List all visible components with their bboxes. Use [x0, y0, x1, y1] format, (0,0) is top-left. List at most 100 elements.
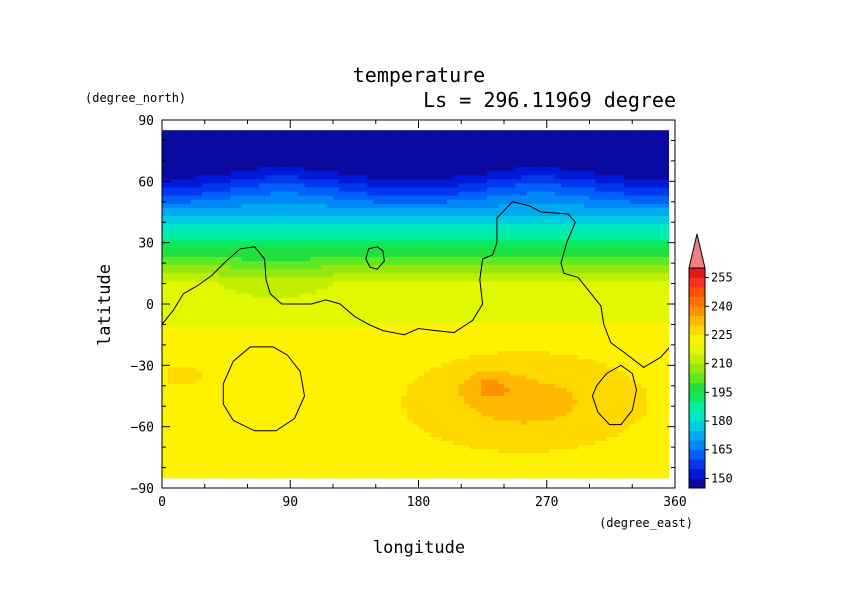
field-cell	[635, 252, 642, 258]
field-cell	[492, 171, 499, 176]
field-cell	[629, 265, 636, 270]
field-cell	[190, 281, 197, 287]
field-cell	[526, 187, 534, 193]
field-cell	[549, 203, 556, 209]
field-cell	[213, 162, 220, 168]
field-cell	[281, 134, 288, 140]
field-cell	[504, 228, 511, 234]
field-cell	[435, 322, 442, 328]
field-cell	[219, 314, 226, 319]
field-cell	[344, 228, 351, 234]
field-cell	[207, 293, 214, 299]
field-cell	[219, 195, 226, 201]
field-cell	[270, 261, 277, 266]
field-cell	[287, 154, 294, 160]
field-cell	[526, 191, 534, 197]
field-cell	[264, 289, 271, 295]
field-cell	[253, 322, 260, 328]
field-cell	[338, 236, 345, 242]
field-cell	[469, 158, 477, 164]
field-cell	[201, 322, 209, 328]
field-cell	[407, 162, 414, 168]
field-cell	[532, 297, 539, 303]
field-cell	[401, 281, 408, 287]
field-cell	[538, 281, 545, 287]
field-cell	[555, 228, 562, 234]
field-cell	[646, 150, 653, 156]
field-cell	[298, 236, 306, 242]
field-cell	[270, 289, 277, 295]
field-cell	[526, 183, 534, 189]
field-cell	[298, 289, 306, 295]
field-cell	[572, 138, 579, 144]
field-cell	[207, 138, 214, 144]
field-cell	[179, 322, 186, 328]
field-cell	[606, 175, 613, 180]
field-cell	[184, 134, 192, 140]
field-cell	[464, 134, 471, 140]
field-cell	[395, 138, 402, 144]
field-cell	[646, 195, 653, 201]
field-cell	[521, 330, 528, 336]
field-cell	[600, 285, 608, 291]
field-cell	[344, 281, 351, 287]
field-cell	[378, 187, 385, 193]
field-cell	[327, 179, 334, 184]
field-cell	[532, 265, 539, 270]
field-cell	[162, 228, 169, 234]
field-cell	[652, 297, 659, 303]
field-cell	[219, 277, 226, 283]
field-cell	[304, 207, 311, 213]
field-cell	[298, 261, 306, 266]
field-cell	[538, 171, 545, 176]
field-cell	[532, 175, 539, 180]
field-cell	[390, 326, 397, 332]
field-cell	[635, 240, 642, 246]
field-cell	[623, 293, 630, 299]
field-cell	[412, 171, 420, 176]
field-cell	[464, 183, 471, 189]
field-cell	[372, 236, 380, 242]
field-cell	[230, 158, 237, 164]
field-cell	[270, 236, 277, 242]
field-cell	[395, 228, 402, 234]
field-cell	[276, 301, 283, 307]
field-cell	[561, 244, 568, 250]
field-cell	[384, 138, 391, 144]
field-cell	[429, 183, 437, 189]
field-cell	[327, 130, 334, 135]
field-cell	[595, 281, 602, 287]
field-cell	[258, 150, 266, 156]
field-cell	[640, 142, 648, 148]
field-cell	[452, 216, 459, 221]
field-cell	[230, 179, 237, 184]
field-cell	[281, 167, 288, 172]
field-cell	[395, 269, 402, 274]
field-cell	[441, 342, 448, 348]
field-cell	[515, 236, 522, 242]
field-cell	[458, 216, 465, 221]
field-cell	[566, 297, 573, 303]
field-cell	[612, 232, 619, 238]
field-cell	[173, 326, 180, 332]
field-cell	[486, 326, 494, 332]
field-cell	[230, 334, 237, 340]
field-cell	[657, 330, 665, 336]
field-cell	[549, 240, 556, 246]
field-cell	[595, 142, 602, 148]
field-cell	[543, 195, 551, 201]
field-cell	[561, 293, 568, 299]
field-cell	[424, 244, 431, 250]
field-cell	[612, 138, 619, 144]
field-cell	[429, 203, 437, 209]
field-cell	[663, 220, 669, 225]
field-cell	[407, 244, 414, 250]
field-cell	[384, 216, 391, 221]
field-cell	[629, 138, 636, 144]
field-cell	[338, 297, 345, 303]
field-cell	[412, 179, 420, 184]
field-cell	[589, 248, 596, 254]
field-cell	[424, 138, 431, 144]
field-cell	[361, 224, 368, 229]
field-cell	[372, 212, 380, 217]
